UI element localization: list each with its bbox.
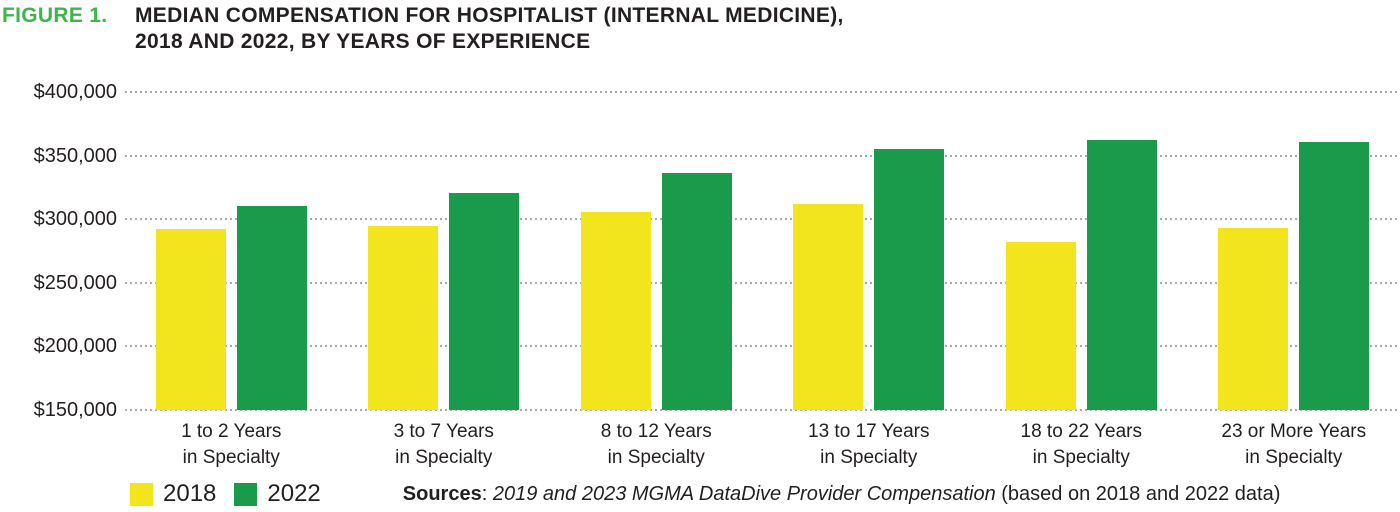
gridline [125, 91, 1400, 93]
bar-2022 [874, 149, 945, 410]
bar-group [763, 92, 976, 410]
figure-header: FIGURE 1. MEDIAN COMPENSATION FOR HOSPIT… [2, 3, 844, 55]
x-axis-label: 18 to 22 Years in Specialty [1020, 421, 1143, 468]
bar-2018 [1005, 242, 1076, 410]
bar-group [338, 92, 551, 410]
figure-title: MEDIAN COMPENSATION FOR HOSPITALIST (INT… [135, 3, 844, 55]
y-tick-label: $300,000 [33, 208, 117, 231]
legend-item-2018: 2018 [130, 481, 216, 507]
gridline [125, 281, 1400, 284]
legend-label: 2018 [163, 480, 217, 507]
legend: 2018 2022 [130, 481, 339, 507]
bar-2022 [661, 173, 732, 410]
y-tick-label: $350,000 [33, 144, 117, 167]
bar-2022 [449, 192, 520, 410]
bar-2022 [1299, 141, 1370, 410]
bar-2018 [155, 229, 226, 410]
x-axis-label: 8 to 12 Years in Specialty [600, 421, 712, 468]
legend-swatch-2018 [130, 482, 153, 506]
bar-group [550, 92, 763, 410]
bar-2018 [1218, 228, 1289, 410]
bar-2018 [793, 203, 864, 410]
x-axis-label: 23 or More Years in Specialty [1221, 421, 1367, 468]
y-tick-label: $200,000 [33, 335, 117, 358]
gridline [125, 218, 1400, 221]
legend-label: 2022 [267, 480, 321, 507]
figure-label: FIGURE 1. [2, 4, 108, 27]
figure-title-line2: 2018 AND 2022, BY YEARS OF EXPERIENCE [135, 30, 591, 53]
sources-label: Sources [402, 482, 482, 505]
bar-2022 [1086, 140, 1157, 410]
bar-2022 [236, 206, 307, 410]
gridline [125, 409, 1400, 411]
legend-swatch-2022 [234, 482, 258, 506]
bar-group [975, 92, 1188, 410]
sources-note: Sources: 2019 and 2023 MGMA DataDive Pro… [403, 483, 1281, 506]
sources-suffix: (based on 2018 and 2022 data) [995, 482, 1281, 505]
chart-footer: 2018 2022 Sources: 2019 and 2023 MGMA Dat… [130, 479, 1280, 509]
bar-group [1188, 92, 1400, 410]
y-tick-label: $250,000 [33, 271, 117, 294]
bar-chart: $150,000 $200,000 $250,000 $300,000 $350,000… [0, 81, 1400, 471]
bar-group [125, 92, 338, 410]
x-axis-labels: 1 to 2 Years in Specialty 3 to 7 Years in… [125, 410, 1400, 471]
sources-citation: 2019 and 2023 MGMA DataDive Provider Com… [492, 482, 996, 505]
bar-groups [125, 92, 1400, 410]
gridline [125, 154, 1400, 157]
plot-area [125, 91, 1400, 411]
bar-2018 [368, 225, 439, 410]
y-axis: $150,000 $200,000 $250,000 $300,000 $350,000… [0, 81, 125, 421]
legend-item-2022: 2022 [234, 480, 321, 507]
y-tick-label: $150,000 [33, 399, 117, 421]
figure-title-line1: MEDIAN COMPENSATION FOR HOSPITALIST (INT… [135, 4, 844, 27]
sources-separator: : [481, 482, 493, 505]
plot-row: $150,000 $200,000 $250,000 $300,000 $350,000… [0, 81, 1400, 421]
x-axis-label: 1 to 2 Years in Specialty [181, 421, 282, 468]
bar-2018 [580, 211, 651, 410]
x-axis-label: 13 to 17 Years in Specialty [808, 421, 930, 468]
y-tick-label: $400,000 [33, 81, 117, 103]
x-axis-label: 3 to 7 Years in Specialty [393, 421, 494, 468]
gridline [125, 345, 1400, 348]
